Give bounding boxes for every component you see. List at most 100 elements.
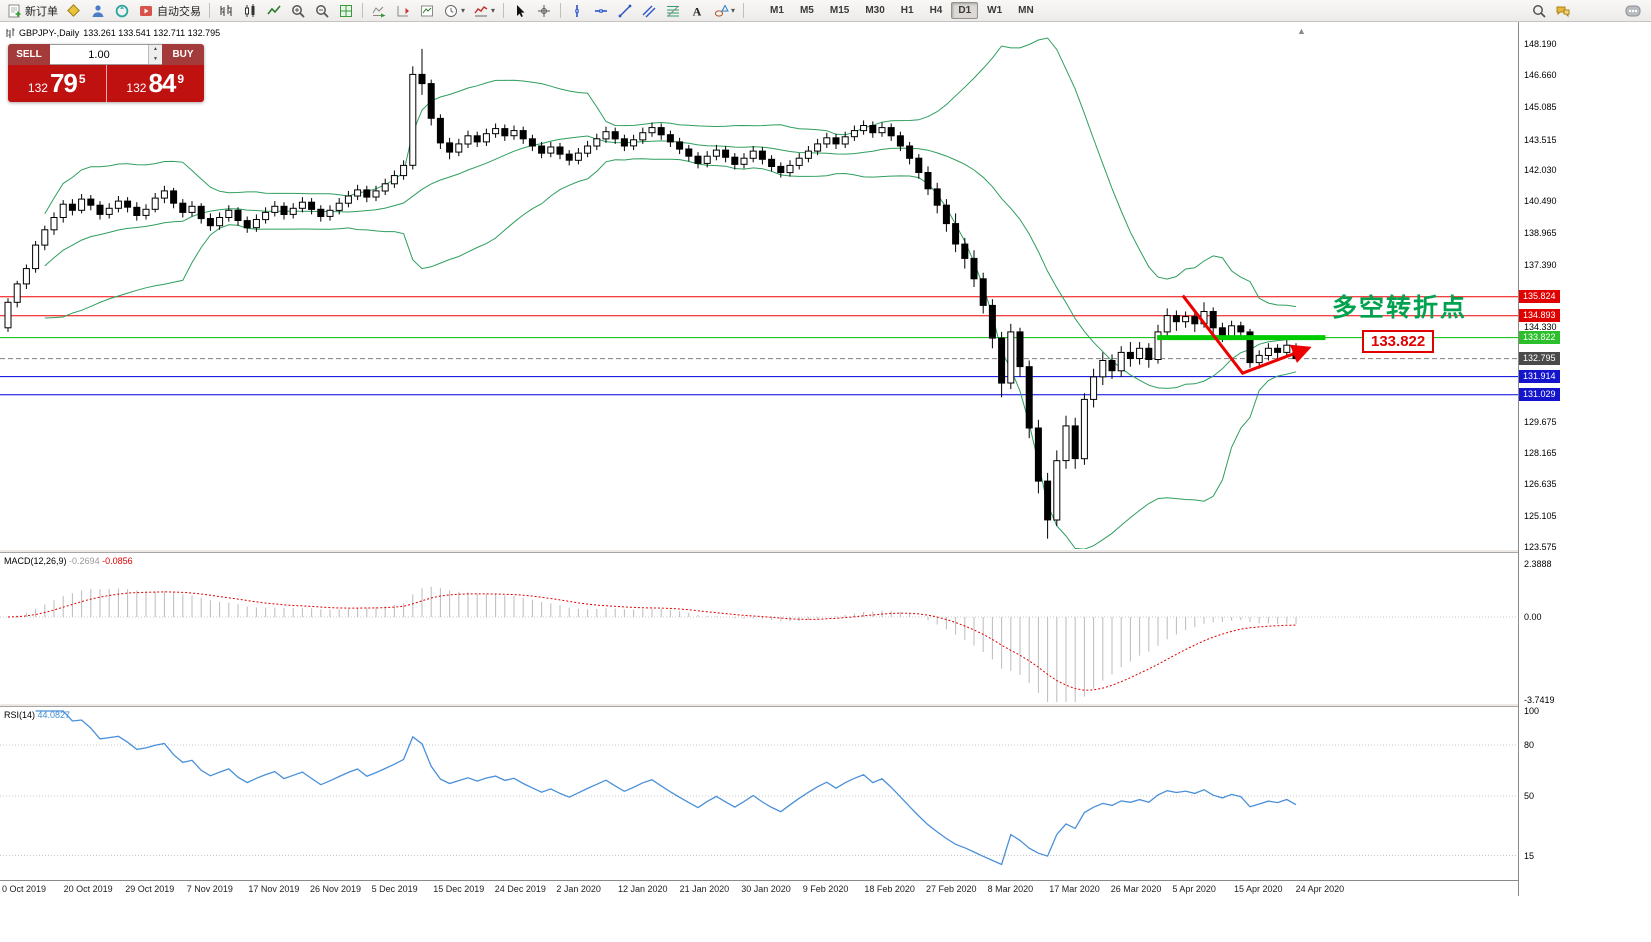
axis-tick-label: 129.675: [1524, 417, 1557, 428]
community-chat-button[interactable]: [1551, 0, 1575, 22]
profiles-button[interactable]: [86, 0, 110, 22]
text-tool-button[interactable]: A: [685, 0, 709, 22]
bar-chart-button[interactable]: [214, 0, 238, 22]
sell-price-sup: 5: [78, 71, 86, 86]
chart-shift-icon: [395, 3, 411, 19]
tile-windows-button[interactable]: [334, 0, 358, 22]
timeframe-m15[interactable]: M15: [829, 5, 850, 16]
time-tick-label: 15 Apr 2020: [1234, 884, 1283, 894]
refresh-button[interactable]: [110, 0, 134, 22]
rsi-svg[interactable]: [0, 707, 1518, 880]
time-tick-label: 21 Jan 2020: [679, 884, 730, 894]
time-tick-label: 20 Oct 2019: [63, 884, 113, 894]
axis-tick-label: 123.575: [1524, 542, 1557, 552]
periods-button[interactable]: ▾: [439, 0, 469, 22]
horizontal-line-tool-button[interactable]: [589, 0, 613, 22]
timeframe-m1[interactable]: M1: [770, 5, 784, 16]
chart-window: GBPJPY-,Daily 133.261 133.541 132.711 13…: [0, 22, 1651, 942]
macd-pane[interactable]: [0, 553, 1518, 703]
buy-price-button[interactable]: 132 84 9: [107, 65, 205, 102]
sell-price-big: 79: [49, 68, 78, 98]
capture-widget-icon: [1625, 3, 1641, 19]
buy-price-prefix: 132: [126, 80, 147, 95]
axis-tick-label: 138.965: [1524, 227, 1557, 238]
toolbar-separator: [560, 3, 562, 18]
capture-widget-button[interactable]: [1621, 0, 1645, 22]
svg-text:A: A: [693, 4, 702, 18]
volume-spinner: ▲ ▼: [148, 45, 162, 64]
volume-up-button[interactable]: ▲: [149, 45, 162, 55]
pane-splitter[interactable]: [0, 549, 1651, 553]
new-chart-button[interactable]: [415, 0, 439, 22]
crosshair-tool-button[interactable]: [532, 0, 556, 22]
search-button[interactable]: [1527, 0, 1551, 22]
volume-stepper[interactable]: 1.00 ▲ ▼: [50, 44, 162, 65]
indicators-button[interactable]: ▾: [469, 0, 499, 22]
chart-shift-marker[interactable]: ▲: [1297, 26, 1306, 36]
rsi-pane[interactable]: [0, 707, 1518, 880]
zoom-in-button[interactable]: [286, 0, 310, 22]
timeframe-d1[interactable]: D1: [951, 2, 979, 19]
chat-icon: [1555, 3, 1571, 19]
price-level-box: 133.822: [1362, 330, 1435, 353]
main-chart-svg[interactable]: [0, 22, 1518, 549]
volume-down-button[interactable]: ▼: [149, 54, 162, 64]
time-tick-label: 26 Nov 2019: [310, 884, 362, 894]
autoscroll-button[interactable]: [367, 0, 391, 22]
pane-splitter[interactable]: [0, 703, 1651, 707]
autotrading-button[interactable]: 自动交易: [134, 0, 205, 22]
channel-tool-button[interactable]: [637, 0, 661, 22]
timeframe-h1[interactable]: H1: [900, 5, 914, 16]
price-axis[interactable]: 148.190 146.660 145.085 143.515 142.030 140.4…: [1518, 22, 1651, 896]
timeframe-m30[interactable]: M30: [865, 5, 885, 16]
shapes-icon: [713, 3, 729, 19]
axis-tick-label: 100: [1524, 706, 1540, 716]
vertical-line-tool-button[interactable]: [565, 0, 589, 22]
new-order-label: 新订单: [25, 5, 58, 18]
toolbar-separator: [503, 3, 505, 18]
time-tick-label: 24 Apr 2020: [1295, 884, 1345, 894]
chevron-down-icon: ▾: [731, 6, 736, 15]
time-axis[interactable]: 0 Oct 2019 20 Oct 2019 29 Oct 2019 7 Nov 20…: [0, 880, 1518, 899]
cursor-tool-button[interactable]: [508, 0, 532, 22]
autotrading-label: 自动交易: [157, 5, 201, 18]
price-badge: 131.914: [1519, 369, 1560, 383]
autotrading-icon: [138, 3, 154, 19]
axis-tick-label: 80: [1524, 740, 1535, 750]
macd-svg[interactable]: [0, 553, 1518, 703]
new-order-button[interactable]: 新订单: [2, 0, 62, 22]
axis-tick-label: 145.085: [1524, 102, 1557, 113]
candlestick-chart-button[interactable]: [238, 0, 262, 22]
volume-value[interactable]: 1.00: [88, 48, 110, 61]
symbol-chart-icon: [5, 28, 15, 38]
sell-price-button[interactable]: 132 79 5: [8, 65, 106, 102]
autoscroll-icon: [371, 3, 387, 19]
rsi-label: RSI(14): [4, 710, 36, 720]
rsi-header: RSI(14) 44.0827: [4, 710, 70, 720]
axis-tick-label: 148.190: [1524, 39, 1557, 49]
timeframe-w1[interactable]: W1: [987, 5, 1003, 16]
rsi-value: 44.0827: [37, 710, 71, 720]
time-tick-label: 26 Mar 2020: [1110, 884, 1162, 894]
shapes-tool-button[interactable]: ▾: [709, 0, 739, 22]
trendline-tool-button[interactable]: [613, 0, 637, 22]
timeframe-mn[interactable]: MN: [1018, 5, 1034, 16]
macd-value-2: -0.0856: [102, 556, 133, 566]
buy-button[interactable]: BUY: [162, 44, 204, 65]
fibonacci-tool-button[interactable]: [661, 0, 685, 22]
zoom-out-button[interactable]: [310, 0, 334, 22]
chart-styles-button[interactable]: [62, 0, 86, 22]
timeframe-m5[interactable]: M5: [799, 5, 814, 16]
line-chart-button[interactable]: [262, 0, 286, 22]
price-badge: 131.029: [1519, 387, 1560, 401]
axis-tick-label: 126.635: [1524, 479, 1557, 490]
macd-value-1: -0.2694: [69, 556, 100, 566]
time-tick-label: 5 Apr 2020: [1172, 884, 1216, 894]
refresh-icon: [114, 3, 130, 19]
main-chart-pane[interactable]: [0, 22, 1518, 549]
timeframe-h4[interactable]: H4: [929, 5, 943, 16]
chart-shift-button[interactable]: [391, 0, 415, 22]
sell-button[interactable]: SELL: [8, 44, 50, 65]
time-tick-label: 18 Feb 2020: [864, 884, 915, 894]
axis-tick-label: 146.660: [1524, 70, 1557, 81]
